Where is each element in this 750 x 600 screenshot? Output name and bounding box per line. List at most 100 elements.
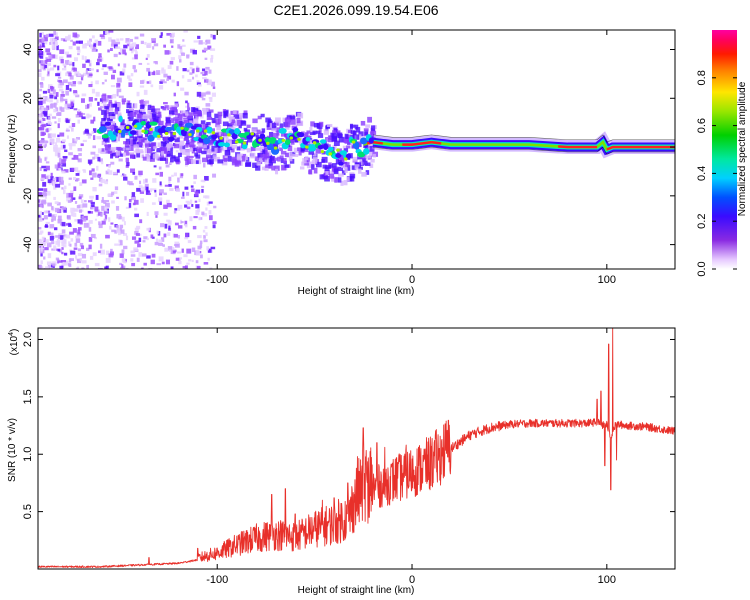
spectrogram-noise-cell <box>167 246 173 251</box>
spectrogram-noise-cell <box>196 67 200 73</box>
spectrogram-noise-cell <box>73 90 78 94</box>
spectrogram-ridge-peak <box>234 140 239 144</box>
spectrogram-halo-cell <box>284 164 289 168</box>
spectrogram-halo-cell <box>144 147 148 154</box>
spectrogram-noise-cell <box>85 104 89 110</box>
spectrogram-halo-cell <box>206 116 213 121</box>
spectrogram-halo-cell <box>220 147 225 152</box>
spectrogram-halo-cell <box>184 156 188 161</box>
spectrogram-noise-cell <box>122 173 125 177</box>
spectrogram-halo-cell <box>254 156 259 161</box>
spectrogram-noise-cell <box>112 69 117 74</box>
spectrogram-halo-cell <box>116 133 122 139</box>
spectrogram-noise-cell <box>50 172 53 177</box>
spectrogram-noise-cell <box>191 188 195 193</box>
spectrogram-noise-cell <box>86 264 90 269</box>
spectrogram-halo-cell <box>241 135 245 141</box>
spectrogram-noise-cell <box>167 65 172 69</box>
spectrogram-noise-cell <box>94 262 100 267</box>
spectrogram-noise-cell <box>200 92 206 97</box>
spectrogram-noise-cell <box>39 96 43 101</box>
spectrogram-ridge-cell <box>363 148 370 155</box>
spectrogram-halo-cell <box>323 129 329 135</box>
spectrogram-halo-cell <box>343 180 348 186</box>
spectrogram-noise-cell <box>176 251 182 254</box>
spectrogram-halo-cell <box>238 124 242 129</box>
spectrogram-ridge-cell <box>259 133 266 139</box>
spectrogram-noise-cell <box>189 216 193 222</box>
spectrogram-noise-cell <box>110 85 116 88</box>
spectrogram-noise-cell <box>145 57 148 61</box>
spectrogram-noise-cell <box>77 81 80 84</box>
spectrogram-noise-cell <box>195 115 199 121</box>
spectrogram-noise-cell <box>97 148 101 154</box>
spectrogram-noise-cell <box>38 53 42 58</box>
spectrogram-noise-cell <box>62 63 67 66</box>
spectrogram-noise-cell <box>49 37 55 43</box>
spectrogram-noise-cell <box>154 211 159 215</box>
spectrogram-noise-cell <box>60 144 66 150</box>
spectrogram-image <box>38 30 675 269</box>
spectrogram-noise-cell <box>177 44 181 49</box>
spectrogram-noise-cell <box>49 138 55 143</box>
spectrogram-halo-cell <box>274 165 280 171</box>
y-tick-label: 20 <box>22 92 34 104</box>
spectrogram-noise-cell <box>143 102 147 107</box>
spectrogram-halo-cell <box>284 118 291 123</box>
spectrogram-noise-cell <box>99 243 103 249</box>
spectrogram-noise-cell <box>63 207 67 213</box>
spectrogram-noise-cell <box>46 52 52 55</box>
spectrogram-noise-cell <box>60 94 65 97</box>
spectrogram-ridge-cell <box>360 137 368 145</box>
spectrogram-ridge-cell <box>217 142 226 147</box>
spectrogram-noise-cell <box>199 240 203 244</box>
spectrogram-halo-cell <box>273 142 278 148</box>
spectrogram-noise-cell <box>55 107 59 112</box>
spectrogram-noise-cell <box>38 37 44 41</box>
spectrogram-noise-cell <box>56 238 61 243</box>
spectrogram-halo-cell <box>212 155 216 159</box>
spectrogram-noise-cell <box>104 95 109 100</box>
spectrogram-noise-cell <box>107 168 110 172</box>
spectrogram-ridge-peak <box>343 157 348 161</box>
spectrogram-noise-cell <box>88 244 92 250</box>
spectrogram-noise-cell <box>117 136 120 142</box>
spectrogram-halo-cell <box>134 141 140 146</box>
spectrogram-noise-cell <box>57 249 61 252</box>
spectrogram-halo-cell <box>156 148 163 153</box>
spectrogram-noise-cell <box>205 39 211 44</box>
spectrogram-halo-cell <box>352 133 356 140</box>
spectrogram-noise-cell <box>188 259 192 262</box>
spectrogram-noise-cell <box>39 44 42 48</box>
spectrogram-noise-cell <box>206 201 210 206</box>
spectrogram-halo-cell <box>126 102 132 109</box>
spectrogram-noise-cell <box>65 72 70 77</box>
spectrogram-halo-cell <box>146 156 153 162</box>
snr-multiplier-base: (x10 <box>9 335 20 355</box>
spectrogram-halo-cell <box>346 176 350 182</box>
spectrogram-noise-cell <box>51 216 57 221</box>
spectrogram-noise-cell <box>138 185 143 188</box>
spectrogram-halo-cell <box>109 107 114 112</box>
spectrogram-halo-cell <box>325 137 329 142</box>
spectrogram-noise-cell <box>108 30 114 33</box>
spectrogram-noise-cell <box>50 67 55 71</box>
spectrogram-noise-cell <box>92 156 95 160</box>
spectrogram-noise-cell <box>108 164 111 168</box>
spectrogram-noise-cell <box>74 138 78 142</box>
spectrogram-noise-cell <box>47 127 52 131</box>
spectrogram-noise-cell <box>90 177 94 180</box>
spectrogram-noise-cell <box>72 228 77 233</box>
spectrogram-noise-cell <box>134 227 139 233</box>
spectrogram-noise-cell <box>51 92 57 97</box>
spectrogram-noise-cell <box>158 239 163 245</box>
spectrogram-noise-cell <box>195 209 200 215</box>
x-tick-label: -100 <box>206 574 228 586</box>
spectrogram-noise-cell <box>88 114 92 118</box>
spectrogram-halo-cell <box>158 120 164 126</box>
spectrogram-noise-cell <box>164 105 169 111</box>
spectrogram-noise-cell <box>82 72 87 76</box>
spectrogram-noise-cell <box>83 170 87 173</box>
spectrogram-halo-cell <box>190 138 196 143</box>
spectrogram-halo-cell <box>169 157 174 163</box>
